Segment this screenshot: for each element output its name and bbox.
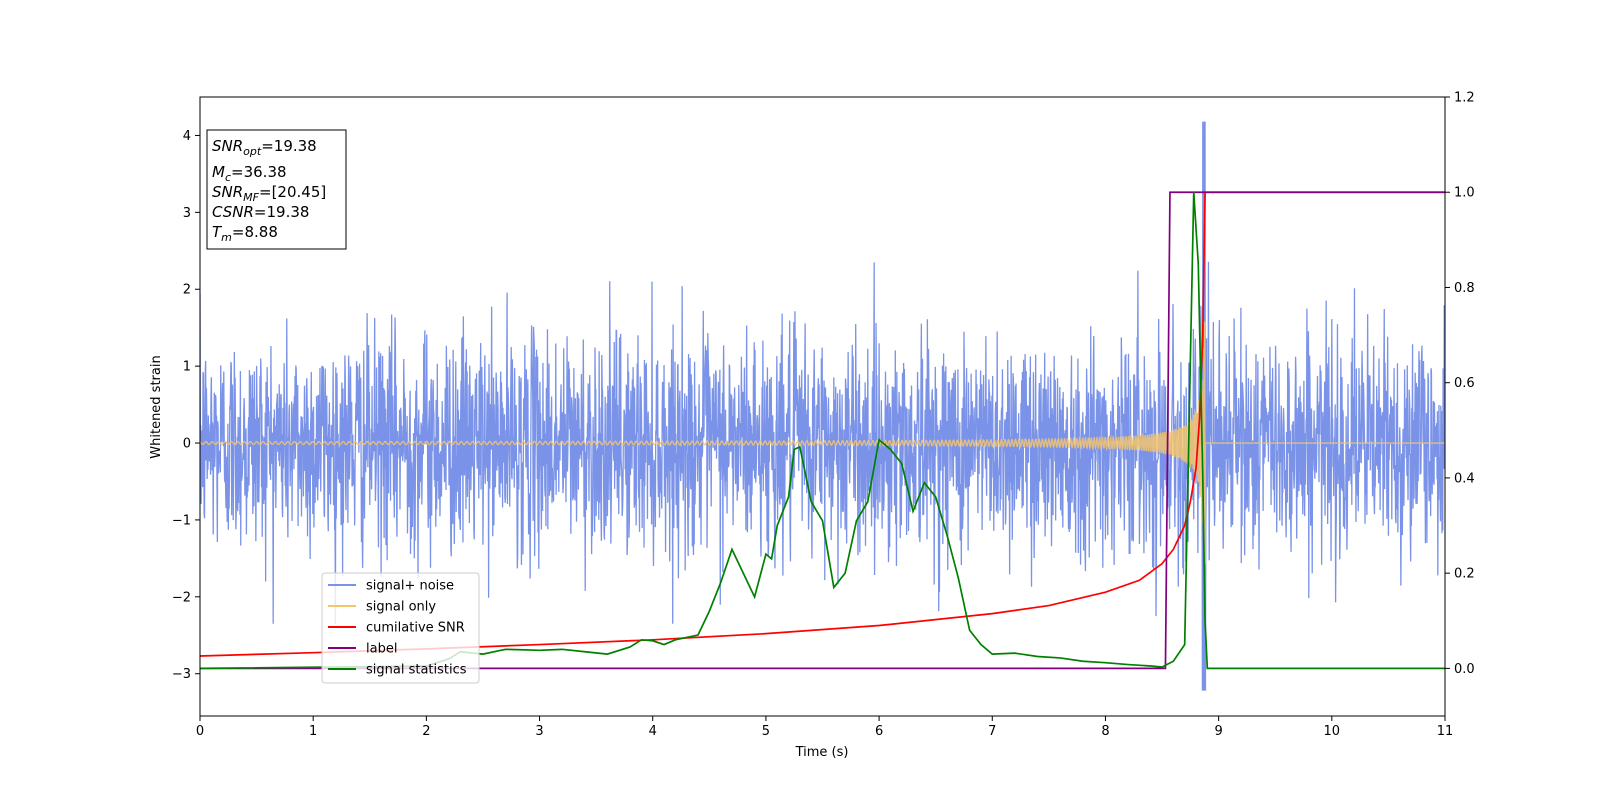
y-tick-label: −2 <box>172 590 191 605</box>
plot-frame <box>199 96 1446 717</box>
label-line <box>200 191 1445 670</box>
x-axis: 0 1 2 3 4 5 6 7 8 9 10 11 <box>196 716 1453 739</box>
y-tick-label: −1 <box>172 513 191 528</box>
x-tick-label: 11 <box>1437 724 1454 739</box>
annotation-line: Tm=8.88 <box>212 223 278 244</box>
y-tick-label: 3 <box>183 206 191 221</box>
x-tick-label: 5 <box>762 724 770 739</box>
legend-entry: signal only <box>366 600 436 615</box>
signal-statistics-line <box>200 192 1445 670</box>
y2-tick-label: 0.0 <box>1454 662 1475 677</box>
x-axis-label: Time (s) <box>795 745 849 760</box>
x-tick-label: 8 <box>1101 724 1109 739</box>
y2-tick-label: 0.2 <box>1454 567 1475 582</box>
x-tick-label: 4 <box>649 724 657 739</box>
legend: signal+ noise signal only cumilative SNR la… <box>321 572 480 684</box>
annotation-line: SNRopt=19.38 <box>212 137 317 158</box>
x-tick-label: 3 <box>535 724 543 739</box>
signal-only-line <box>200 321 1445 564</box>
x-tick-label: 9 <box>1214 724 1222 739</box>
legend-entry: signal statistics <box>366 663 467 678</box>
stats-annotation-box: SNRopt=19.38 Mc=36.38SNRMF=[20.45]CSNR=19… <box>206 129 347 250</box>
legend-entry: signal+ noise <box>366 579 454 594</box>
y-axis-label: Whitened strain <box>149 355 164 458</box>
x-tick-label: 2 <box>422 724 430 739</box>
x-tick-label: 10 <box>1324 724 1341 739</box>
annotation-line: SNRMF=[20.45] <box>212 183 326 204</box>
signal-noise-line <box>200 121 1445 691</box>
y-axis-left: −3 −2 −1 0 1 2 3 4 <box>172 129 200 682</box>
legend-entry: label <box>366 642 397 657</box>
x-tick-label: 6 <box>875 724 883 739</box>
y-tick-label: 0 <box>183 437 191 452</box>
cumulative-snr-line <box>200 191 1445 657</box>
legend-entry: cumilative SNR <box>366 621 465 636</box>
y2-tick-label: 0.8 <box>1454 281 1475 296</box>
y2-tick-label: 1.2 <box>1454 91 1475 106</box>
annotation-line: CSNR=19.38 <box>212 203 309 221</box>
plot-area <box>200 121 1445 691</box>
y-tick-label: 4 <box>183 129 191 144</box>
y-tick-label: 1 <box>183 360 191 375</box>
x-tick-label: 0 <box>196 724 204 739</box>
y2-tick-label: 0.4 <box>1454 471 1475 486</box>
y-tick-label: 2 <box>183 283 191 298</box>
y-tick-label: −3 <box>172 667 191 682</box>
x-tick-label: 1 <box>309 724 317 739</box>
y2-tick-label: 0.6 <box>1454 376 1475 391</box>
y-axis-right: 0.0 0.2 0.4 0.6 0.8 1.0 1.2 <box>1445 91 1475 677</box>
y2-tick-label: 1.0 <box>1454 186 1475 201</box>
annotation-line: Mc=36.38 <box>212 163 287 184</box>
x-tick-label: 7 <box>988 724 996 739</box>
